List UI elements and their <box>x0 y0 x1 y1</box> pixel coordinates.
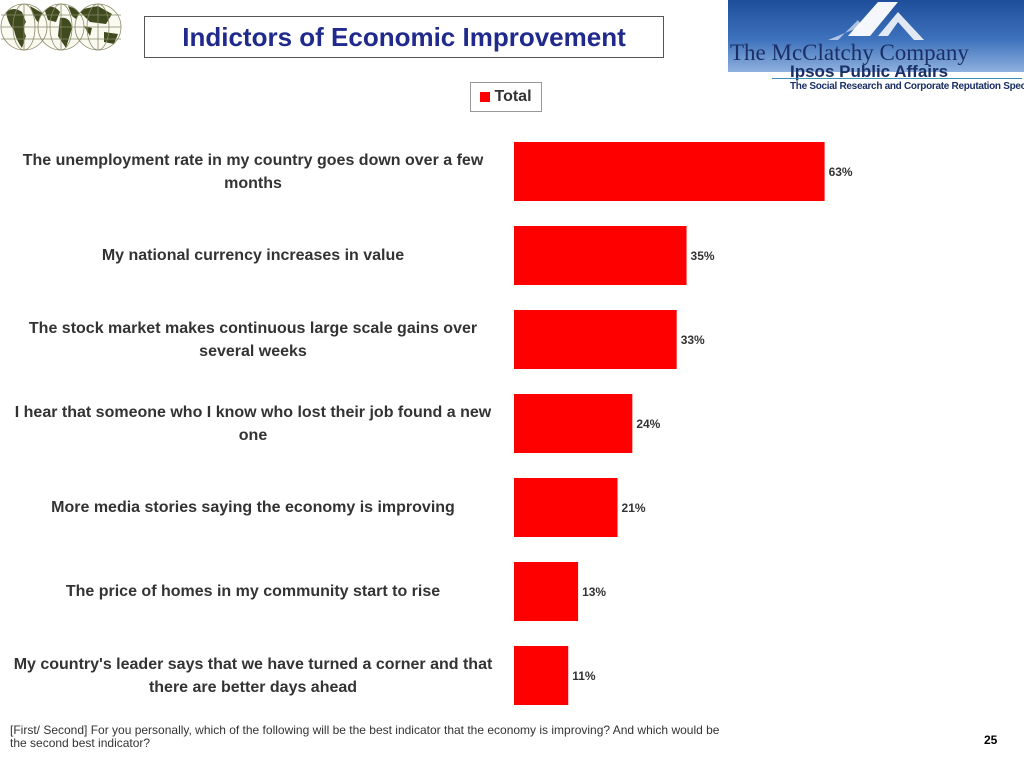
bar-7 <box>514 646 569 705</box>
data-label-2: 35% <box>691 249 715 263</box>
company-name: The McClatchy Company <box>730 40 969 65</box>
bar-2 <box>514 226 687 285</box>
bar-6 <box>514 562 579 621</box>
data-label-1: 63% <box>829 165 853 179</box>
question-footnote: [First/ Second] For you personally, whic… <box>10 723 720 750</box>
bar-5 <box>514 478 618 537</box>
data-label-7: 11% <box>572 669 596 683</box>
category-label-2: My national currency increases in value <box>101 247 405 264</box>
bar-4 <box>514 394 633 453</box>
ipsos-name: Ipsos Public Affairs <box>790 62 949 81</box>
bar-1 <box>514 142 825 201</box>
building-roof-icon <box>828 2 924 40</box>
world-globes-logo <box>0 3 122 51</box>
category-label-6: The price of homes in my community start… <box>65 583 441 600</box>
mcclatchy-ipsos-logo: The McClatchy Company Ipsos Public Affai… <box>728 0 1024 96</box>
data-label-4: 24% <box>636 417 660 431</box>
category-label-4: I hear that someone who I know who lost … <box>14 403 492 444</box>
category-label-5: More media stories saying the economy is… <box>51 499 455 516</box>
legend-swatch-total <box>480 92 491 102</box>
ipsos-tagline: The Social Research and Corporate Reputa… <box>790 81 1024 92</box>
category-label-3: The stock market makes continuous large … <box>28 319 478 360</box>
data-label-5: 21% <box>622 501 646 515</box>
category-label-1: The unemployment rate in my country goes… <box>22 151 484 192</box>
chart-legend: Total <box>470 82 542 112</box>
logo-banner <box>728 0 1024 72</box>
page-number: 25 <box>984 733 998 747</box>
page-title: Indictors of Economic Improvement <box>144 16 664 58</box>
legend-label-total: Total <box>494 88 532 105</box>
logo-divider <box>772 78 1022 79</box>
data-label-3: 33% <box>681 333 705 347</box>
category-label-7: My country's leader says that we have tu… <box>13 655 493 696</box>
data-label-6: 13% <box>582 585 606 599</box>
bar-3 <box>514 310 677 369</box>
